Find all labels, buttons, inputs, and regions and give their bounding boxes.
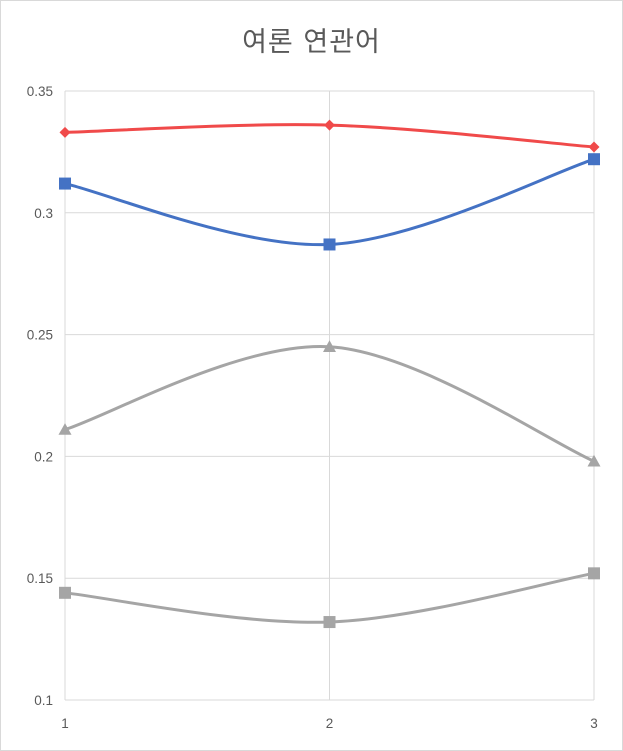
chart-title: 여론 연관어 <box>242 27 381 58</box>
y-tick-label: 0.3 <box>34 206 53 221</box>
diamond-marker <box>324 119 335 131</box>
triangle-marker <box>58 423 72 435</box>
y-tick-label: 0.1 <box>34 693 53 708</box>
square-marker <box>323 616 336 629</box>
square-marker <box>59 177 71 190</box>
x-tick-label: 1 <box>61 716 69 731</box>
square-marker <box>588 153 600 166</box>
square-marker <box>588 567 600 580</box>
y-tick-label: 0.35 <box>27 84 53 99</box>
square-marker <box>323 238 336 251</box>
triangle-marker <box>323 340 336 352</box>
diamond-marker <box>588 141 600 153</box>
diamond-marker <box>59 126 71 138</box>
triangle-marker <box>587 454 601 467</box>
x-tick-label: 3 <box>590 716 598 731</box>
y-tick-label: 0.2 <box>34 449 53 464</box>
x-tick-label: 2 <box>326 716 334 731</box>
square-marker <box>59 586 71 599</box>
y-tick-label: 0.15 <box>27 571 53 586</box>
y-tick-label: 0.25 <box>27 328 53 343</box>
